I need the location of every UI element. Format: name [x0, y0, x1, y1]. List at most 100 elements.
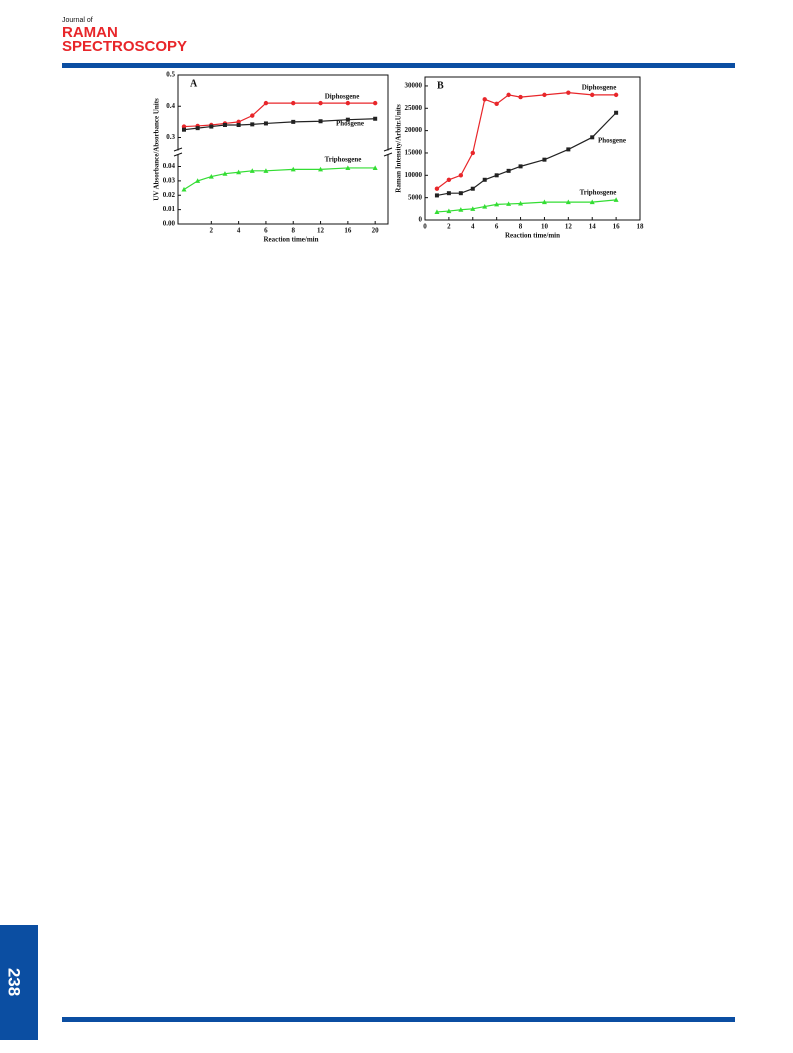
panel-label: A: [190, 78, 198, 89]
series-label: Phosgene: [598, 137, 626, 145]
data-point: [506, 92, 511, 98]
series-label: Diphosgene: [325, 93, 360, 101]
data-point: [614, 110, 619, 115]
series-label: Phosgene: [336, 120, 364, 128]
data-point: [209, 124, 214, 129]
x-tick-label: 10: [541, 223, 549, 231]
data-point: [236, 169, 242, 175]
series-line: [436, 199, 617, 213]
y-tick-label: 0.03: [163, 176, 176, 184]
data-point: [613, 92, 619, 98]
data-point: [518, 200, 524, 206]
x-tick-label: 16: [613, 223, 621, 231]
data-point: [506, 201, 512, 206]
axis-break: [173, 152, 183, 157]
data-point: [318, 119, 323, 124]
y-axis-label: UV Absorbance/Absorbance Units: [153, 98, 161, 201]
data-point: [345, 100, 351, 106]
y-tick-label: 0.00: [163, 220, 176, 228]
x-axis-label: Reaction time/min: [263, 236, 318, 244]
x-tick-label: 4: [471, 223, 475, 231]
data-point: [249, 168, 255, 173]
x-tick-label: 2: [210, 227, 214, 235]
data-point: [222, 123, 227, 127]
page-tab: [0, 925, 38, 1040]
plot-frame: [424, 76, 641, 221]
data-point: [542, 92, 547, 98]
data-point: [470, 186, 475, 191]
axis-break: [383, 152, 393, 157]
data-point: [250, 113, 255, 118]
data-point: [345, 117, 350, 122]
data-point: [482, 203, 488, 209]
x-tick-label: 8: [291, 227, 295, 235]
x-tick-label: 16: [344, 227, 352, 235]
data-point: [208, 173, 214, 179]
y-tick-label: 30000: [405, 82, 423, 90]
data-point: [542, 157, 547, 162]
data-point: [590, 92, 595, 98]
data-point: [373, 116, 378, 121]
data-point: [372, 165, 378, 170]
data-point: [263, 121, 268, 126]
data-point: [181, 124, 187, 129]
panel-label: B: [437, 80, 444, 91]
y-tick-label: 0.04: [163, 162, 176, 170]
data-point: [345, 165, 351, 170]
data-point: [195, 178, 201, 183]
data-point: [566, 90, 571, 95]
data-point: [222, 171, 228, 176]
data-point: [518, 94, 523, 100]
data-point: [470, 150, 475, 156]
data-point: [613, 197, 619, 202]
data-point: [182, 127, 186, 132]
x-tick-label: 20: [372, 227, 380, 235]
y-tick-label: 0.4: [166, 102, 175, 110]
y-tick-label: 20000: [405, 126, 423, 134]
data-point: [589, 199, 595, 205]
data-point: [318, 166, 324, 172]
y-tick-label: 0: [419, 216, 423, 224]
y-tick-label: 0.3: [166, 133, 175, 141]
series-label: Triphosgene: [325, 156, 362, 164]
data-point: [446, 191, 451, 196]
data-point: [518, 164, 523, 169]
data-point: [506, 168, 511, 173]
journal-name: SPECTROSCOPY: [62, 38, 187, 55]
y-tick-label: 10000: [405, 171, 423, 179]
data-point: [566, 147, 571, 152]
y-tick-label: 0.01: [163, 205, 176, 213]
data-point: [470, 206, 476, 211]
data-point: [291, 119, 296, 124]
x-tick-label: 4: [237, 227, 241, 235]
y-tick-label: 0.02: [163, 191, 176, 199]
data-point: [250, 122, 255, 127]
y-axis-label: Raman Intensity/Arbitr.Units: [395, 104, 403, 193]
data-point: [291, 100, 296, 106]
series-label: Diphosgene: [582, 84, 617, 92]
data-point: [482, 97, 487, 102]
data-point: [195, 126, 200, 131]
x-tick-label: 12: [565, 223, 573, 231]
x-axis-label: Reaction time/min: [505, 232, 560, 240]
data-point: [236, 123, 241, 127]
x-tick-label: 18: [637, 223, 645, 231]
data-point: [482, 177, 487, 182]
data-point: [494, 173, 499, 178]
data-point: [446, 177, 452, 182]
x-tick-label: 8: [519, 223, 523, 231]
axis-break: [383, 147, 393, 152]
series-label: Triphosgene: [580, 189, 617, 197]
data-point: [458, 207, 464, 212]
data-point: [263, 168, 269, 173]
y-tick-label: 25000: [405, 104, 423, 112]
y-tick-label: 15000: [405, 149, 423, 157]
journal-prefix: Journal of: [62, 17, 93, 24]
y-tick-label: 5000: [408, 193, 423, 201]
y-tick-label: 0.5: [166, 71, 175, 79]
footer-rule: [62, 1017, 735, 1022]
data-point: [494, 101, 499, 107]
page-number: 238: [5, 968, 24, 996]
data-point: [590, 135, 595, 140]
